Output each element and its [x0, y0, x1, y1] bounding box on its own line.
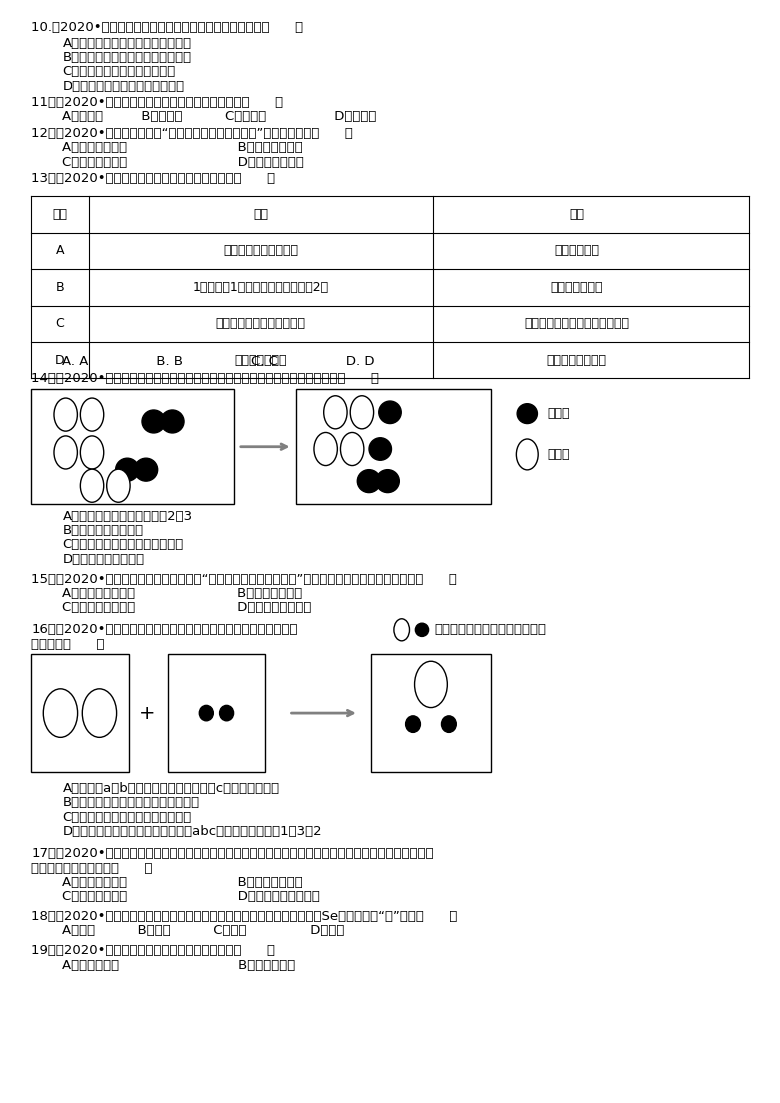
Circle shape [516, 439, 538, 470]
Text: B．生成物有两种分子: B．生成物有两种分子 [62, 524, 144, 537]
Text: 解释: 解释 [569, 208, 584, 221]
Text: 表示不同元素的原子，下列叙述: 表示不同元素的原子，下列叙述 [434, 623, 547, 636]
Circle shape [83, 688, 117, 738]
Text: A．分子的质量很小                        B．分子间有间隔: A．分子的质量很小 B．分子间有间隔 [62, 587, 303, 600]
Text: A．分子是保持物质性质的一种微粒: A．分子是保持物质性质的一种微粒 [62, 36, 192, 50]
Text: 16．（2020•淤川区一模）如图是某个化学反应前后的微观模拟图，: 16．（2020•淤川区一模）如图是某个化学反应前后的微观模拟图， [31, 623, 298, 636]
Text: 氢原子: 氢原子 [548, 448, 570, 461]
Circle shape [54, 436, 77, 469]
Text: B．该反应的基本反应类型为置换反应: B．该反应的基本反应类型为置换反应 [62, 796, 200, 810]
Text: A．分子质量增大                          B．分子间隔增大: A．分子质量增大 B．分子间隔增大 [62, 141, 303, 154]
Text: D．原子是化学变化中最小的微粒: D．原子是化学变化中最小的微粒 [62, 79, 185, 93]
Circle shape [80, 469, 104, 502]
Text: 15．（2020•青浦区一模）唐贞观年间用“开坛香十里，隔壁醇三家”来赞誉美酒。香飘十里的原因是（      ）: 15．（2020•青浦区一模）唐贞观年间用“开坛香十里，隔壁醇三家”来赞誉美酒。… [31, 572, 457, 586]
Circle shape [107, 469, 130, 502]
Text: 选项: 选项 [52, 208, 67, 221]
Text: 分子是不断运动的: 分子是不断运动的 [547, 354, 607, 366]
Text: 分子之间有间隙: 分子之间有间隙 [551, 281, 603, 293]
Text: 19．（2020•浦东新区三模）互为同素异形体的是（      ）: 19．（2020•浦东新区三模）互为同素异形体的是（ ） [31, 944, 275, 957]
Text: 13．（2020•虹口区一模）对现象的解释正确的是（      ）: 13．（2020•虹口区一模）对现象的解释正确的是（ ） [31, 172, 275, 185]
Text: 10.（2020•上海一模）有关分子和原子的说法，错误的是（      ）: 10.（2020•上海一模）有关分子和原子的说法，错误的是（ ） [31, 21, 303, 34]
Ellipse shape [369, 438, 392, 460]
Circle shape [80, 436, 104, 469]
Text: D．该化学反应中，反应物和生成物abc的微粒个数之比为1：3：2: D．该化学反应中，反应物和生成物abc的微粒个数之比为1：3：2 [62, 825, 322, 838]
Text: C．该反应中生成物一定属于氧化物: C．该反应中生成物一定属于氧化物 [62, 811, 192, 824]
Bar [370, 654, 491, 772]
Ellipse shape [379, 401, 401, 424]
Ellipse shape [406, 716, 420, 732]
Text: A. A                B. B                C. C                D. D: A. A B. B C. C D. D [62, 355, 375, 368]
Text: A．氧气和液氧                            B．水和双氧水: A．氧气和液氧 B．水和双氧水 [62, 959, 296, 972]
Text: A．参加反应的分子个数比为2：3: A．参加反应的分子个数比为2：3 [62, 510, 193, 523]
Circle shape [341, 432, 363, 465]
Text: A．分子体积变大                          B．分子质量变大: A．分子体积变大 B．分子质量变大 [62, 876, 303, 889]
Ellipse shape [415, 623, 429, 636]
Ellipse shape [517, 404, 537, 424]
Circle shape [350, 396, 374, 429]
Text: C．分子体积增大                          D．分子个数增多: C．分子体积增大 D．分子个数增多 [62, 156, 304, 169]
Circle shape [415, 661, 448, 708]
Text: 17．（2020•西青区一模）共享单车为了方便我们绿色出行，夏季期间气温升高共享单车的充气轮胎最容易: 17．（2020•西青区一模）共享单车为了方便我们绿色出行，夏季期间气温升高共享… [31, 847, 434, 860]
Circle shape [80, 398, 104, 431]
Text: 水凝结成冰，体积变大: 水凝结成冰，体积变大 [223, 245, 298, 257]
Ellipse shape [115, 458, 139, 481]
Text: D．该反应为化合反应: D．该反应为化合反应 [62, 553, 144, 566]
Text: 11．（2020•杨浦区一模）保持水化学性质的微粒是（      ）: 11．（2020•杨浦区一模）保持水化学性质的微粒是（ ） [31, 96, 283, 109]
Text: B: B [55, 281, 64, 293]
Text: 氮原子: 氮原子 [548, 407, 570, 420]
Ellipse shape [220, 706, 234, 721]
Text: 14．（2020•宝山区一模）一定条件下某反应的微观示意图如图，结论正确的是（      ）: 14．（2020•宝山区一模）一定条件下某反应的微观示意图如图，结论正确的是（ … [31, 372, 379, 385]
Circle shape [394, 619, 410, 641]
Text: D: D [55, 354, 65, 366]
Text: 分子体积变大: 分子体积变大 [554, 245, 599, 257]
Text: 12．（2020•浦东新区一模）“酒精温度计遇热液面上升”的微观解释是（      ）: 12．（2020•浦东新区一模）“酒精温度计遇热液面上升”的微观解释是（ ） [31, 127, 353, 140]
Circle shape [314, 432, 337, 465]
Text: A．原子          B．分子          C．元素               D．单质: A．原子 B．分子 C．元素 D．单质 [62, 924, 345, 938]
Bar [31, 654, 129, 772]
Text: A．氢原子         B．氧分子          C．水分子                D．水原子: A．氢原子 B．氧分子 C．水分子 D．水原子 [62, 110, 377, 124]
Ellipse shape [441, 716, 456, 732]
Ellipse shape [142, 410, 165, 433]
Circle shape [54, 398, 77, 431]
Text: C．分子在不断运动                        D．分子由原子构成: C．分子在不断运动 D．分子由原子构成 [62, 601, 312, 614]
Text: 蔗糖溶解在水中: 蔗糖溶解在水中 [235, 354, 287, 366]
Ellipse shape [200, 706, 214, 721]
Circle shape [44, 688, 78, 738]
Text: C: C [55, 318, 64, 330]
Text: 18．（2020•浦东新区三模）豆类、黑芝麻中富含能增强人体免疫力的硒（Se）。这里的“硒”是指（      ）: 18．（2020•浦东新区三模）豆类、黑芝麻中富含能增强人体免疫力的硒（Se）。… [31, 910, 458, 923]
Bar [296, 389, 491, 504]
Text: A: A [55, 245, 64, 257]
Text: 发生爆炸的主要原因是（      ）: 发生爆炸的主要原因是（ ） [31, 861, 153, 875]
Ellipse shape [376, 470, 399, 493]
Ellipse shape [134, 458, 158, 481]
Text: 过氧化氢由水分子和氧分子构成: 过氧化氢由水分子和氧分子构成 [524, 318, 629, 330]
Bar [31, 389, 234, 504]
Text: B．分子的质量可能比原子的质量小: B．分子的质量可能比原子的质量小 [62, 51, 192, 64]
Ellipse shape [161, 410, 184, 433]
Text: C．反应中各元素的存在形态不变: C．反应中各元素的存在形态不变 [62, 538, 183, 552]
Bar [168, 654, 265, 772]
Text: 现象: 现象 [254, 208, 268, 221]
Circle shape [324, 396, 347, 429]
Text: 过氧化氢分解生成水合氧气: 过氧化氢分解生成水合氧气 [216, 318, 306, 330]
Text: +: + [138, 704, 155, 722]
Text: A．反应物a、b是由原子构成的，生成物c是由分子构成的: A．反应物a、b是由原子构成的，生成物c是由分子构成的 [62, 782, 279, 795]
Text: 1杯黄豆与1杯绳豆混合，体积小于2杯: 1杯黄豆与1杯绳豆混合，体积小于2杯 [193, 281, 329, 293]
Text: C．分子数目变大                          D．分子间的间隔变大: C．分子数目变大 D．分子间的间隔变大 [62, 890, 321, 903]
Text: 正确的是（      ）: 正确的是（ ） [31, 638, 105, 651]
Text: C．同种原子可能构成不同分子: C．同种原子可能构成不同分子 [62, 65, 176, 78]
Ellipse shape [357, 470, 381, 493]
